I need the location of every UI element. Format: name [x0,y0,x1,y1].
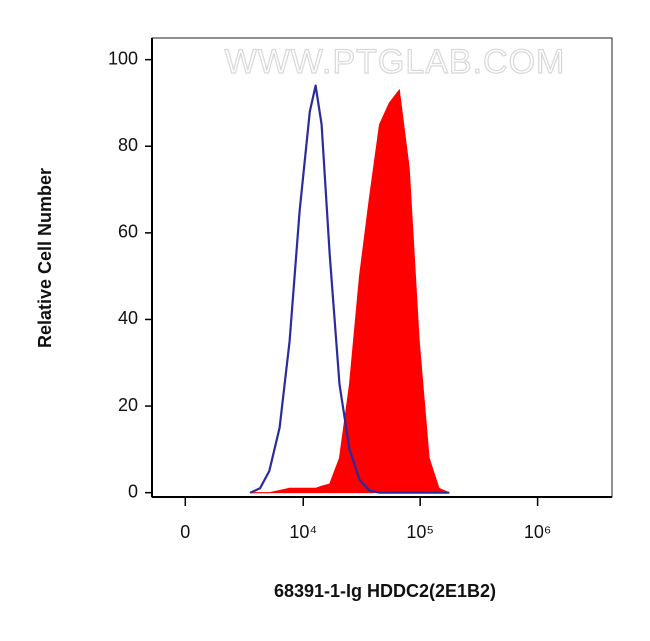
y-tick-label: 60 [118,222,138,242]
area [249,88,450,494]
x-axis-title: 68391-1-Ig HDDC2(2E1B2) [274,581,496,601]
x-tick-label: 10⁴ [289,522,317,542]
y-tick-label: 100 [108,48,138,68]
line [249,84,450,494]
x-tick-label: 10⁵ [406,522,433,542]
y-tick-label: 0 [128,481,138,501]
y-tick-label: 20 [118,395,138,415]
watermark: WWW.PTGLAB.COM [225,43,566,81]
y-tick-label: 40 [118,308,138,328]
y-tick-label: 80 [118,135,138,155]
y-axis-title: Relative Cell Number [35,168,55,348]
x-tick-label: 10⁶ [524,522,551,542]
x-tick-label: 0 [180,522,190,542]
